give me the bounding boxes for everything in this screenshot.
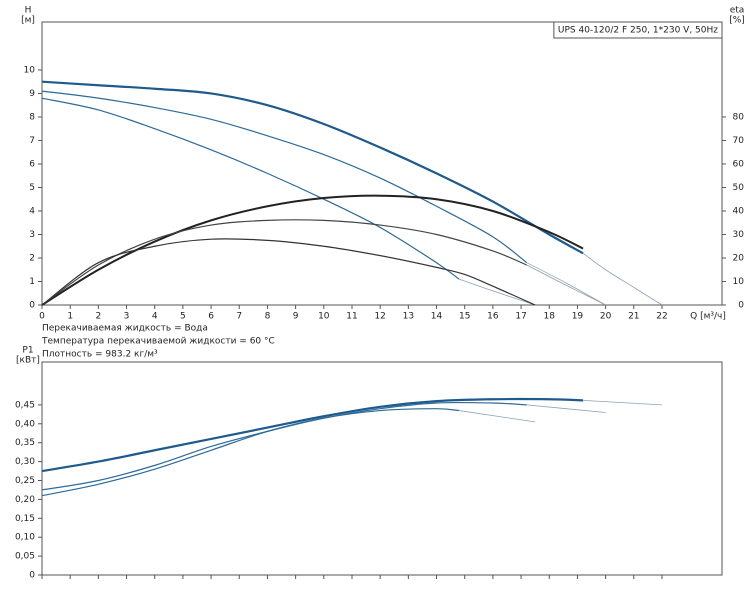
x-tick-label: 9	[293, 312, 299, 322]
note: Плотность = 983.2 кг/м³	[42, 350, 158, 360]
x-tick-label: 10	[318, 312, 330, 322]
y-axis-unit: [кВт]	[16, 356, 40, 366]
curve	[41, 80, 584, 255]
x-tick-label: 12	[374, 312, 385, 322]
y-tick-label: 7	[29, 136, 35, 146]
y-tick-label: 4	[29, 206, 35, 216]
curve	[459, 410, 536, 423]
curve	[41, 401, 527, 491]
x-tick-label: 1	[67, 312, 73, 322]
y2-axis-label: eta	[730, 6, 745, 16]
y-tick-label: 0,10	[15, 533, 35, 543]
curve	[526, 262, 606, 306]
y-tick-label: 0,25	[15, 476, 35, 486]
curve	[582, 252, 663, 306]
y-tick-label: 1	[29, 277, 35, 287]
y2-tick-label: 0	[738, 301, 744, 311]
y-tick-label: 0,45	[15, 400, 35, 410]
y-tick-label: 0,30	[15, 457, 35, 467]
y-tick-label: 8	[29, 112, 35, 122]
x-tick-label: 0	[39, 312, 45, 322]
x-tick-label: 22	[656, 312, 667, 322]
x-tick-label: 14	[431, 312, 443, 322]
x-tick-label: 16	[487, 312, 499, 322]
plot-frame	[41, 361, 723, 576]
y-tick-label: 9	[29, 89, 35, 99]
y-tick-label: 0,05	[15, 552, 35, 562]
curve	[41, 397, 584, 473]
y-tick-label: 3	[29, 230, 35, 240]
x-tick-label: 17	[515, 312, 526, 322]
curve	[526, 264, 606, 306]
y2-tick-label: 50	[733, 183, 745, 193]
curve	[41, 238, 536, 306]
note: Перекачиваемая жидкость = Вода	[42, 324, 208, 334]
y-tick-label: 0,35	[15, 438, 35, 448]
curve	[583, 399, 662, 406]
x-tick-label: 8	[265, 312, 271, 322]
y2-tick-label: 60	[733, 159, 745, 169]
y-axis-label: H	[25, 6, 32, 16]
x-tick-label: 13	[403, 312, 414, 322]
curve	[526, 404, 606, 413]
note: Температура перекачиваемой жидкости = 60…	[41, 337, 275, 347]
y2-tick-label: 80	[733, 112, 745, 122]
x-tick-label: 21	[628, 312, 639, 322]
x-tick-label: 3	[124, 312, 130, 322]
y2-tick-label: 30	[733, 230, 745, 240]
y2-axis-unit: [%]	[729, 16, 745, 26]
y-tick-label: 10	[24, 65, 36, 75]
x-tick-label: 7	[236, 312, 242, 322]
y2-tick-label: 10	[733, 277, 745, 287]
x-tick-label: 6	[208, 312, 214, 322]
x-tick-label: 5	[180, 312, 186, 322]
y2-tick-label: 70	[733, 136, 745, 146]
x-tick-label: 19	[572, 312, 584, 322]
x-tick-label: 4	[152, 312, 158, 322]
y-tick-label: 0,15	[15, 514, 35, 524]
y-tick-label: 5	[29, 183, 35, 193]
y-tick-label: 0	[29, 301, 35, 311]
curve	[41, 90, 528, 264]
y-axis-unit: [м]	[21, 16, 35, 26]
y-axis-label: P1	[22, 346, 33, 356]
title-box	[553, 21, 723, 39]
x-axis-label: Q [м³/ч]	[690, 312, 726, 322]
plot-frame	[41, 21, 723, 306]
y-tick-label: 2	[29, 253, 35, 263]
x-tick-label: 11	[346, 312, 357, 322]
curve	[458, 278, 536, 306]
y-tick-label: 6	[29, 159, 35, 169]
curve	[41, 194, 584, 306]
curve	[41, 97, 460, 280]
chart-title: UPS 40-120/2 F 250, 1*230 V, 50Hz	[558, 26, 718, 36]
y-tick-label: 0,20	[15, 495, 35, 505]
y-tick-label: 0	[29, 571, 35, 581]
x-tick-label: 18	[544, 312, 556, 322]
x-tick-label: 20	[600, 312, 612, 322]
curve	[41, 408, 460, 497]
curve	[41, 219, 527, 306]
y-tick-label: 0,40	[15, 419, 35, 429]
x-tick-label: 2	[95, 312, 101, 322]
y2-tick-label: 40	[733, 206, 745, 216]
y2-tick-label: 20	[733, 253, 745, 263]
x-tick-label: 15	[459, 312, 470, 322]
